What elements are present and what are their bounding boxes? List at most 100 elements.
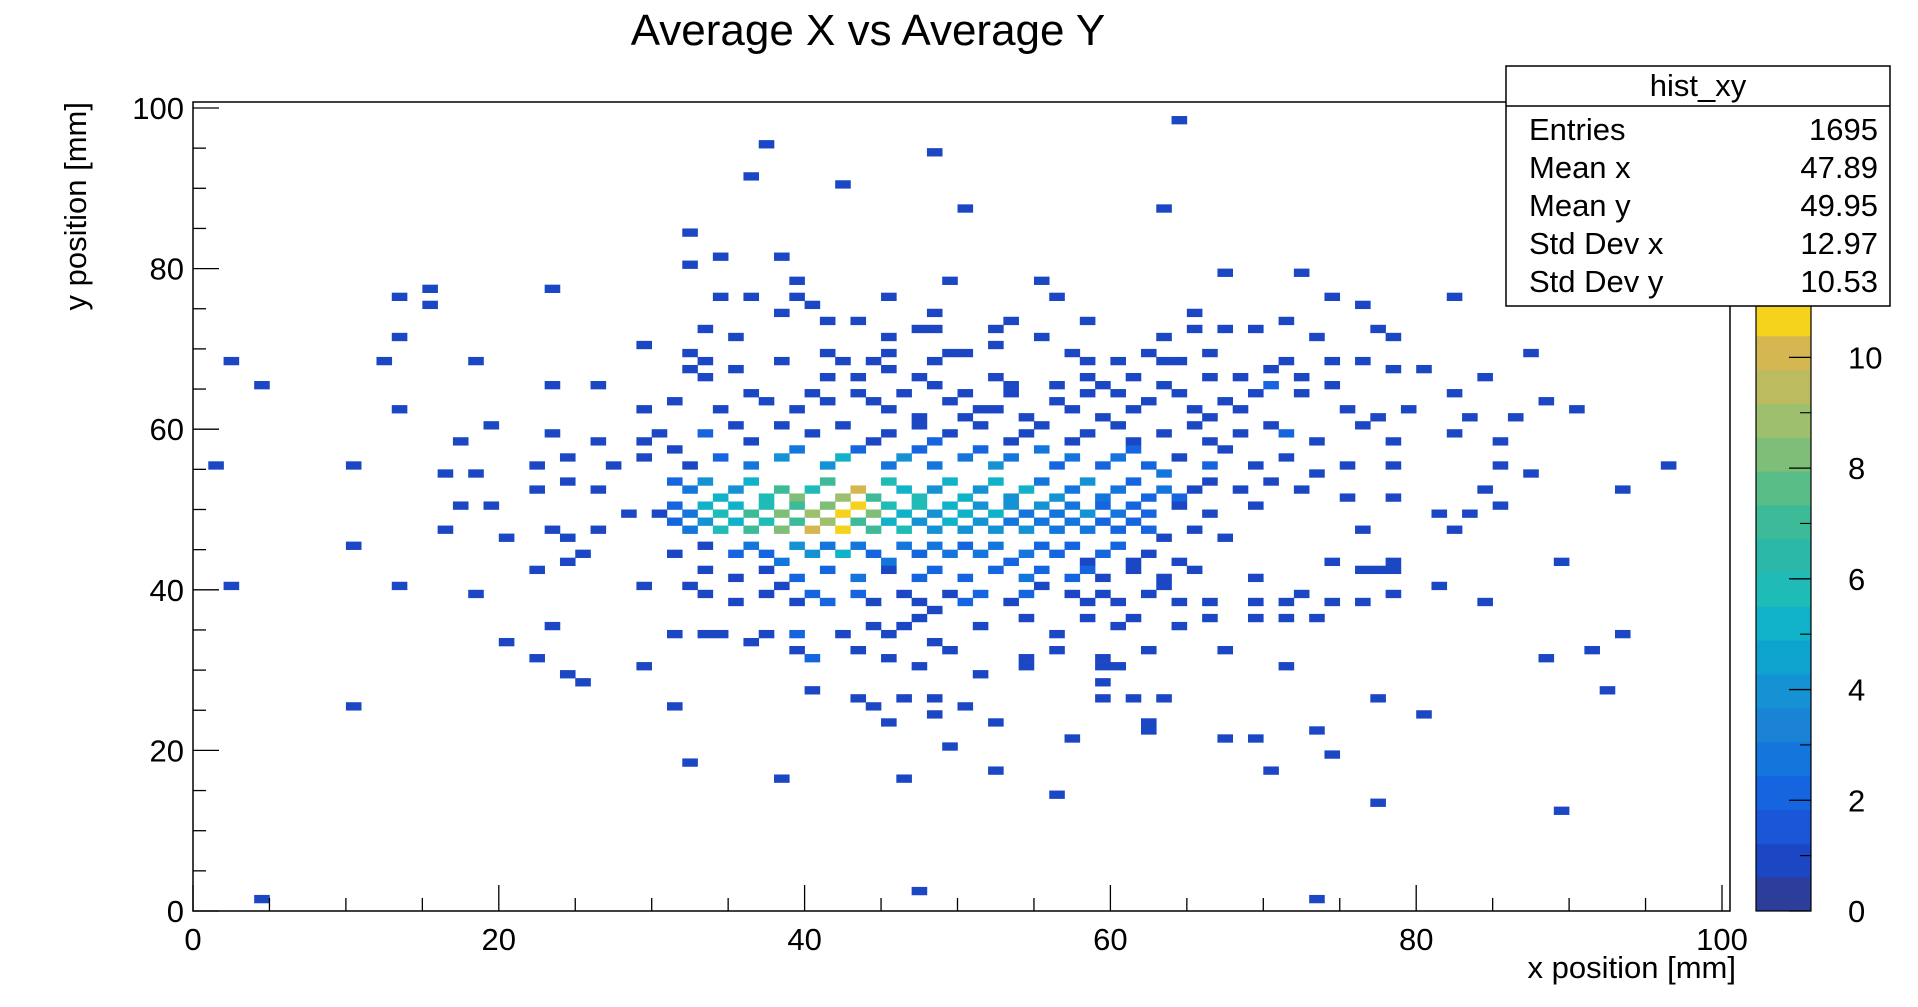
heatmap-bin bbox=[774, 308, 790, 318]
heatmap-bin bbox=[1324, 292, 1341, 302]
heatmap-bin bbox=[1370, 798, 1386, 807]
heatmap-bin bbox=[1523, 469, 1539, 478]
x-tick-label: 0 bbox=[184, 922, 201, 957]
heatmap-bin bbox=[850, 541, 867, 550]
heatmap-bin bbox=[1523, 348, 1539, 358]
heatmap-bin bbox=[881, 461, 897, 470]
heatmap-bin bbox=[819, 541, 836, 550]
heatmap-bin bbox=[1140, 525, 1157, 534]
heatmap-bin bbox=[1385, 364, 1402, 374]
heatmap-bin bbox=[483, 421, 500, 430]
heatmap-bins bbox=[208, 116, 1677, 904]
heatmap-bin bbox=[881, 348, 897, 358]
chart-title: Average X vs Average Y bbox=[631, 6, 1106, 55]
heatmap-bin bbox=[712, 405, 729, 414]
heatmap-bin bbox=[835, 180, 851, 189]
heatmap-bin bbox=[1324, 750, 1341, 759]
heatmap-bin bbox=[1477, 372, 1493, 382]
heatmap-bin bbox=[1584, 646, 1600, 655]
heatmap-bin bbox=[1110, 597, 1126, 607]
heatmap-bin bbox=[559, 533, 576, 542]
heatmap-bin bbox=[1309, 726, 1325, 735]
heatmap-bin bbox=[712, 292, 729, 302]
heatmap-bin bbox=[1033, 332, 1050, 342]
heatmap-bin bbox=[743, 541, 760, 550]
heatmap-bin bbox=[819, 316, 836, 326]
heatmap-bin bbox=[1140, 549, 1157, 558]
heatmap-bin bbox=[865, 597, 882, 607]
heatmap-bin bbox=[743, 637, 760, 647]
heatmap-bin bbox=[789, 517, 805, 526]
heatmap-bin bbox=[819, 397, 836, 406]
heatmap-bin bbox=[926, 148, 943, 157]
heatmap-bin bbox=[1614, 629, 1631, 639]
heatmap-bin bbox=[682, 485, 698, 494]
heatmap-bin bbox=[1049, 629, 1065, 639]
heatmap-bin bbox=[345, 541, 362, 550]
heatmap-bin bbox=[1278, 597, 1295, 607]
heatmap-bin bbox=[728, 517, 744, 526]
heatmap-bin bbox=[1049, 525, 1065, 534]
heatmap-bin bbox=[666, 445, 683, 454]
heatmap-bin bbox=[1217, 397, 1234, 406]
heatmap-bin bbox=[636, 453, 652, 462]
colorbar-segment bbox=[1756, 437, 1811, 472]
colorbar-segment bbox=[1756, 505, 1811, 540]
heatmap-bin bbox=[926, 485, 943, 494]
heatmap-bin bbox=[1033, 501, 1050, 510]
heatmap-bin bbox=[1186, 308, 1203, 318]
heatmap-bin bbox=[651, 509, 668, 518]
heatmap-bin bbox=[621, 509, 637, 518]
heatmap-bin bbox=[881, 292, 897, 302]
heatmap-bin bbox=[1400, 405, 1417, 414]
heatmap-bin bbox=[774, 509, 790, 518]
colorbar-segment bbox=[1756, 843, 1811, 878]
heatmap-bin bbox=[896, 525, 912, 534]
heatmap-bin bbox=[1339, 405, 1356, 414]
heatmap-bin bbox=[1033, 581, 1050, 591]
heatmap-bin bbox=[1156, 381, 1172, 390]
heatmap-bin bbox=[712, 509, 729, 518]
heatmap-bin bbox=[666, 397, 683, 406]
heatmap-bin bbox=[590, 437, 607, 446]
heatmap-bin bbox=[804, 525, 821, 534]
heatmap-bin bbox=[1003, 501, 1019, 510]
heatmap-bin bbox=[575, 678, 591, 687]
heatmap-bin bbox=[1156, 694, 1172, 703]
heatmap-bin bbox=[1095, 662, 1111, 671]
heatmap-bin bbox=[1140, 718, 1157, 727]
heatmap-bin bbox=[758, 517, 775, 526]
colorbar-segment bbox=[1756, 335, 1811, 371]
stats-row-value: 49.95 bbox=[1800, 188, 1878, 223]
colorbar-segment bbox=[1756, 877, 1811, 912]
x-tick-label: 100 bbox=[1696, 922, 1748, 957]
heatmap-bin bbox=[743, 437, 760, 446]
heatmap-bin bbox=[926, 381, 943, 390]
stats-row-label: Entries bbox=[1529, 112, 1625, 147]
heatmap-bin bbox=[223, 581, 240, 591]
heatmap-bin bbox=[1446, 389, 1463, 398]
heatmap-bin bbox=[972, 405, 989, 414]
heatmap-bin bbox=[1293, 372, 1310, 382]
heatmap-bin bbox=[1079, 372, 1096, 382]
heatmap-bin bbox=[1064, 734, 1081, 743]
heatmap-bin bbox=[1156, 332, 1172, 342]
heatmap-bin bbox=[1248, 734, 1264, 743]
heatmap-bin bbox=[911, 662, 928, 671]
heatmap-bin bbox=[850, 485, 867, 494]
heatmap-bin bbox=[957, 597, 974, 607]
heatmap-bin bbox=[1003, 557, 1019, 567]
heatmap-bin bbox=[804, 549, 821, 558]
heatmap-bin bbox=[1293, 389, 1310, 398]
heatmap-bin bbox=[728, 573, 744, 583]
heatmap-bin bbox=[743, 477, 760, 486]
heatmap-bin bbox=[988, 525, 1004, 534]
heatmap-bin bbox=[926, 565, 943, 575]
stats-row-label: Std Dev y bbox=[1529, 264, 1664, 299]
heatmap-bin bbox=[1171, 356, 1188, 366]
heatmap-bin bbox=[1079, 316, 1096, 326]
heatmap-bin bbox=[774, 453, 790, 462]
heatmap-bin bbox=[1446, 292, 1463, 302]
heatmap-bin bbox=[1477, 485, 1493, 494]
y-tick-label: 80 bbox=[150, 252, 184, 287]
